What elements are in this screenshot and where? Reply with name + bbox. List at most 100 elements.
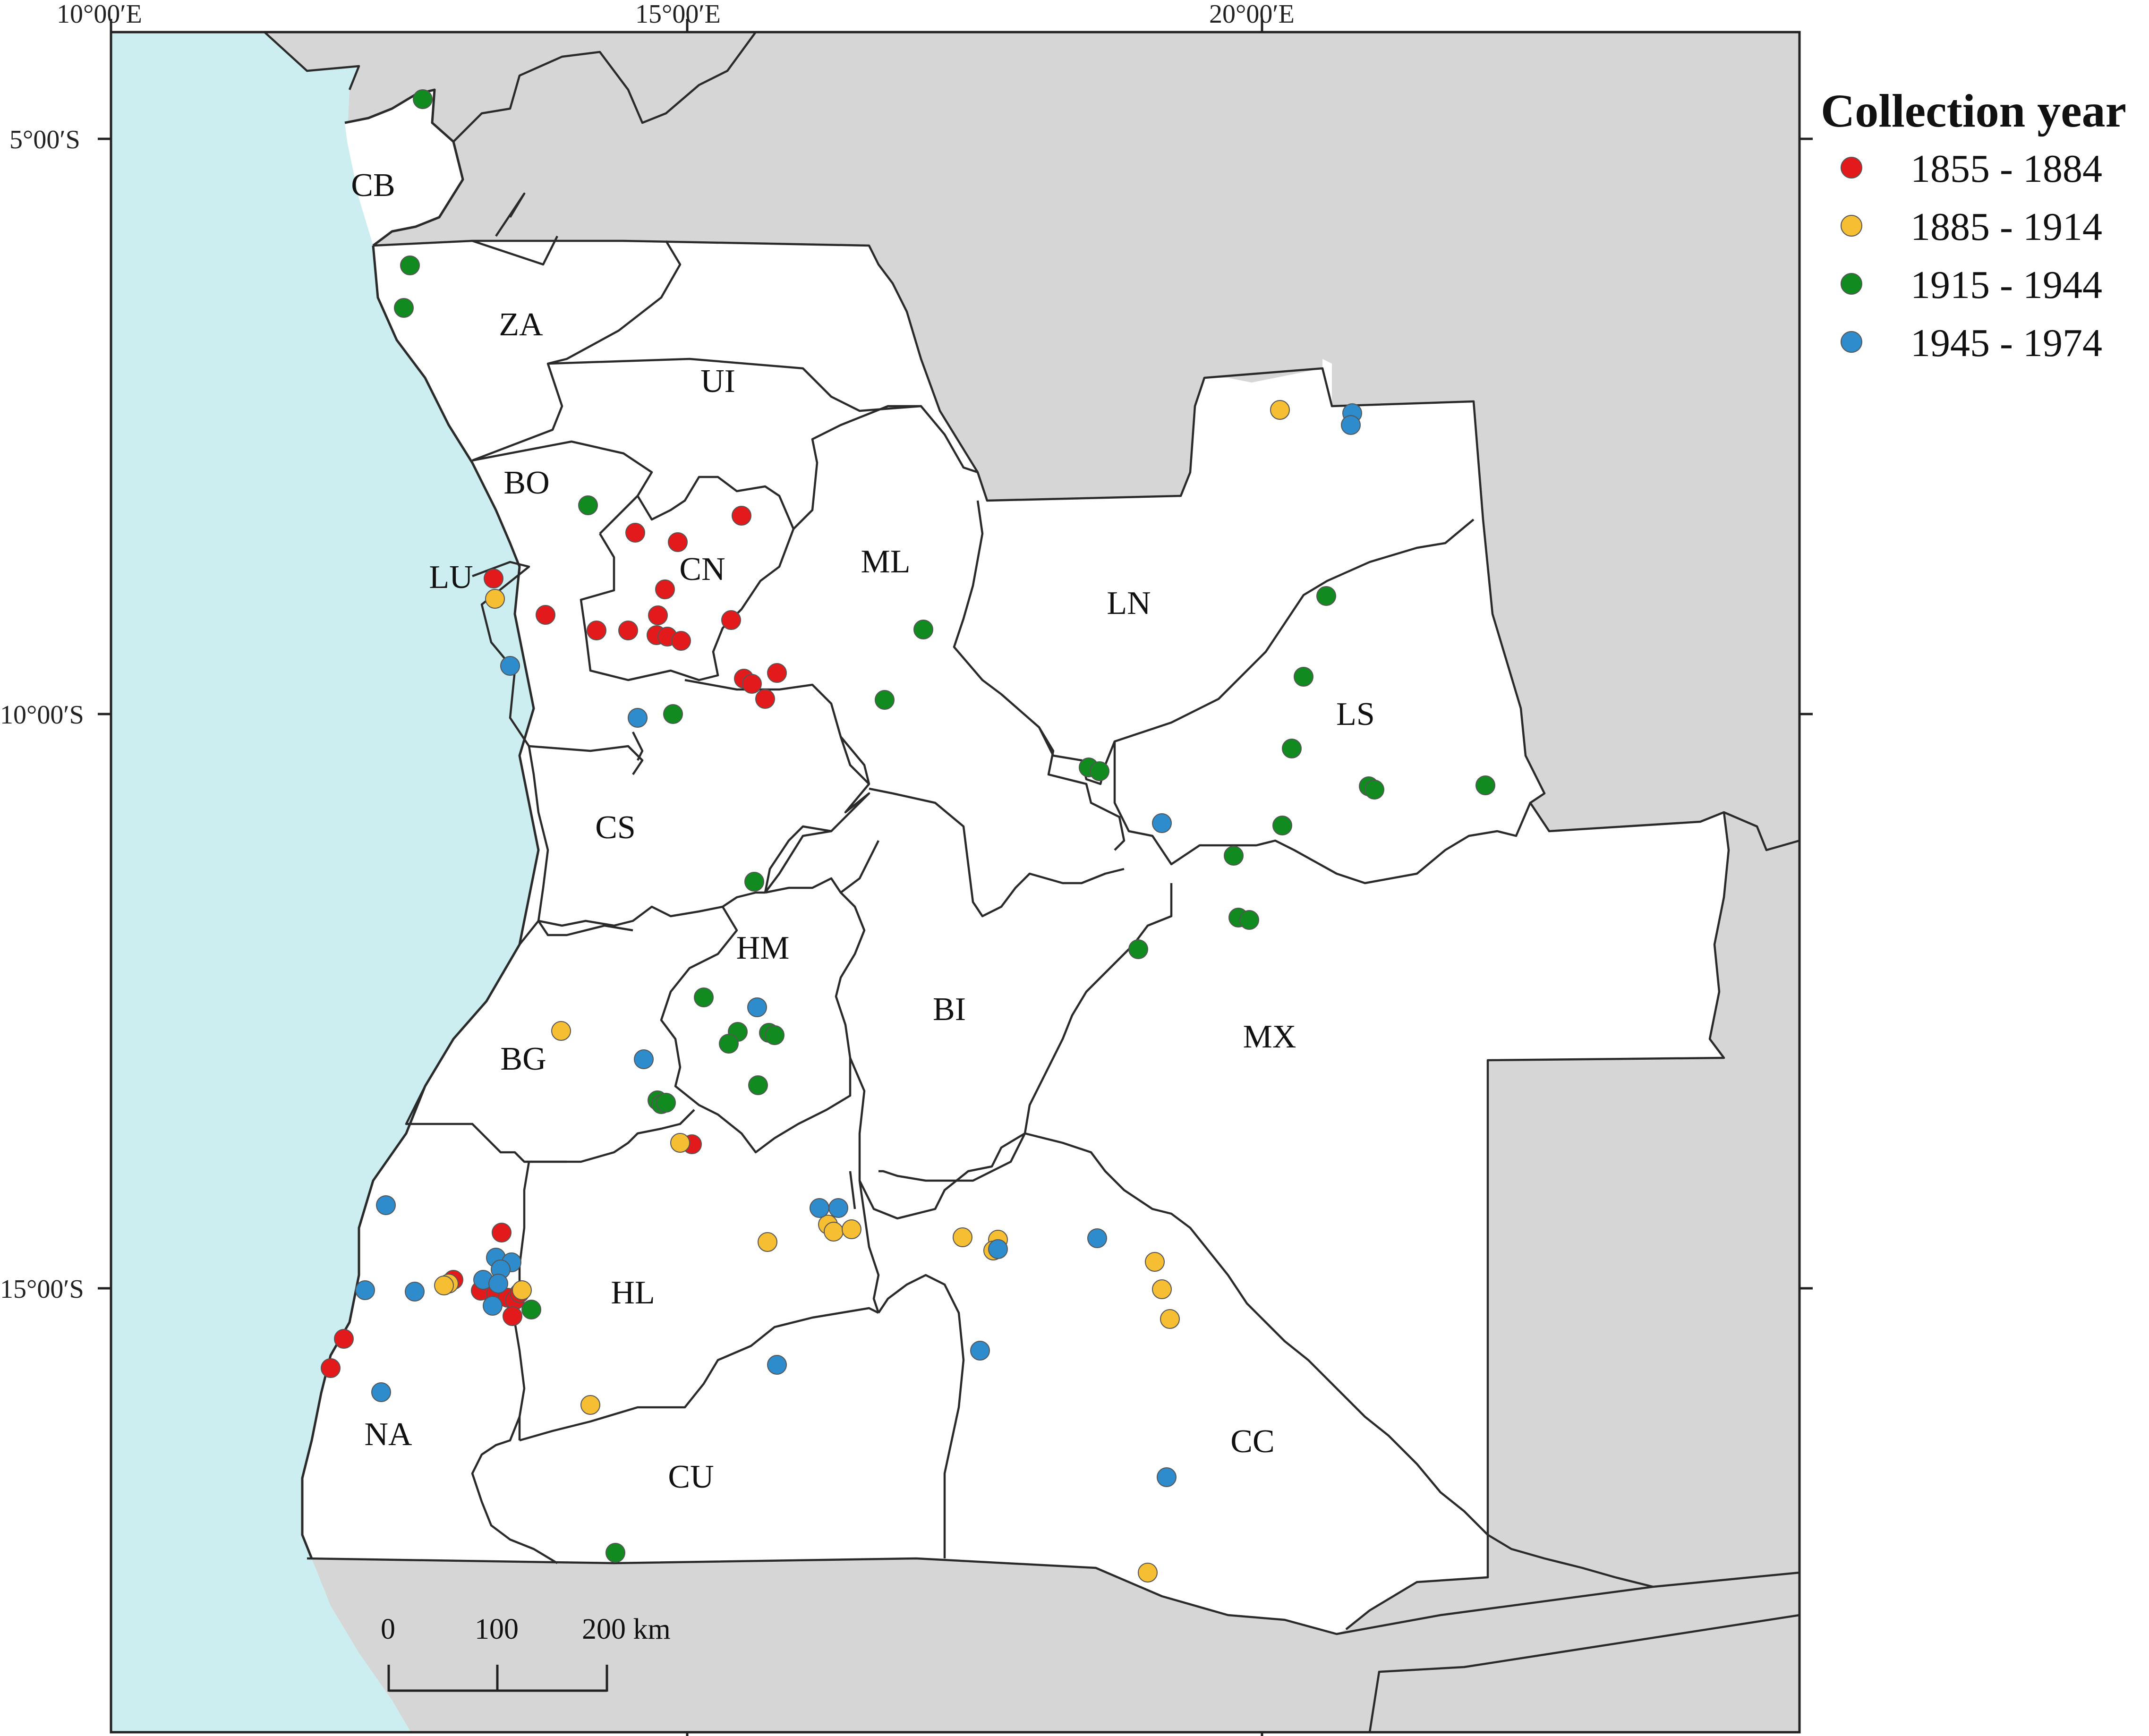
- legend-marker-1855-1884: [1841, 157, 1862, 179]
- point-1915-1944: [394, 298, 414, 318]
- region-label: ZA: [499, 306, 543, 343]
- scale-label-100: 100: [475, 1613, 519, 1645]
- point-1915-1944: [656, 1093, 676, 1113]
- point-1885-1914: [1160, 1309, 1180, 1329]
- lon-label-20: 20°00′E: [1209, 0, 1295, 29]
- collection-points: [321, 89, 1495, 1583]
- point-1855-1884: [503, 1306, 522, 1326]
- point-1915-1944: [1316, 586, 1336, 606]
- region-label: HL: [611, 1275, 655, 1311]
- region-label: BG: [500, 1041, 546, 1077]
- legend-label: 1915 - 1944: [1910, 263, 2102, 307]
- legend-label: 1885 - 1914: [1910, 205, 2102, 249]
- point-1855-1884: [625, 523, 645, 543]
- point-1915-1944: [663, 704, 683, 724]
- point-1945-1974: [634, 1049, 654, 1069]
- cabinda-land: [345, 90, 463, 246]
- point-1885-1914: [1152, 1279, 1172, 1299]
- lat-label-15: 15°00′S: [0, 1275, 84, 1304]
- point-1855-1884: [484, 569, 503, 588]
- point-1945-1974: [828, 1198, 848, 1218]
- point-1885-1914: [434, 1276, 454, 1295]
- lon-label-15: 15°00′E: [635, 0, 721, 29]
- point-1945-1974: [405, 1282, 425, 1302]
- point-1885-1914: [670, 1133, 690, 1153]
- region-label: ML: [861, 544, 911, 580]
- region-label: CB: [351, 167, 395, 204]
- point-1945-1974: [488, 1274, 508, 1293]
- point-1885-1914: [842, 1219, 861, 1239]
- point-1885-1914: [953, 1227, 972, 1247]
- region-label: LN: [1107, 585, 1151, 621]
- lon-label-10: 10°00′E: [57, 0, 142, 29]
- point-1855-1884: [755, 689, 775, 709]
- point-1945-1974: [970, 1341, 990, 1361]
- region-label: NA: [364, 1416, 412, 1453]
- point-1945-1974: [628, 708, 648, 728]
- point-1915-1944: [913, 620, 933, 639]
- point-1915-1944: [1475, 775, 1495, 795]
- point-1885-1914: [512, 1280, 532, 1300]
- point-1915-1944: [1224, 846, 1244, 866]
- point-1915-1944: [1294, 667, 1313, 687]
- point-1855-1884: [618, 621, 638, 640]
- region-label: MX: [1243, 1019, 1296, 1055]
- point-1855-1884: [732, 506, 751, 526]
- legend-label: 1855 - 1884: [1910, 147, 2102, 191]
- scale-label-0: 0: [381, 1613, 395, 1645]
- legend-label: 1945 - 1974: [1910, 321, 2102, 365]
- point-1945-1974: [1157, 1467, 1177, 1487]
- point-1945-1974: [747, 997, 767, 1017]
- point-1915-1944: [578, 495, 598, 515]
- point-1855-1884: [767, 663, 787, 683]
- point-1855-1884: [536, 605, 555, 625]
- region-label: BO: [503, 465, 549, 501]
- point-1855-1884: [668, 532, 688, 552]
- point-1945-1974: [1087, 1228, 1107, 1248]
- point-1855-1884: [671, 631, 691, 651]
- point-1945-1974: [767, 1355, 787, 1375]
- point-1945-1974: [1341, 415, 1361, 435]
- point-1885-1914: [551, 1021, 571, 1041]
- point-1945-1974: [483, 1296, 503, 1316]
- lat-label-5: 5°00′S: [9, 125, 80, 154]
- legend-title: Collection year: [1821, 85, 2126, 137]
- legend-marker-1915-1944: [1841, 273, 1862, 295]
- point-1915-1944: [1090, 761, 1109, 781]
- point-1915-1944: [1239, 910, 1259, 930]
- point-1915-1944: [719, 1034, 739, 1054]
- point-1855-1884: [587, 621, 606, 640]
- legend-marker-1885-1914: [1841, 215, 1862, 237]
- point-1945-1974: [371, 1382, 391, 1402]
- legend-marker-1945-1974: [1841, 331, 1862, 353]
- point-1885-1914: [824, 1222, 844, 1242]
- point-1885-1914: [485, 589, 505, 609]
- region-label: UI: [700, 363, 735, 400]
- lat-label-10: 10°00′S: [0, 700, 84, 730]
- point-1945-1974: [810, 1198, 829, 1218]
- scale-label-200: 200 km: [582, 1613, 671, 1645]
- point-1945-1974: [355, 1280, 375, 1300]
- point-1855-1884: [721, 610, 741, 630]
- point-1885-1914: [758, 1232, 777, 1252]
- point-1915-1944: [521, 1300, 541, 1319]
- point-1945-1974: [376, 1195, 396, 1215]
- point-1915-1944: [765, 1025, 785, 1045]
- point-1915-1944: [694, 987, 714, 1007]
- point-1885-1914: [1145, 1252, 1165, 1272]
- point-1915-1944: [413, 89, 433, 109]
- point-1885-1914: [580, 1395, 600, 1415]
- point-1915-1944: [400, 255, 420, 275]
- point-1855-1884: [321, 1358, 341, 1378]
- graticule-ticks: [98, 19, 1813, 1736]
- point-1945-1974: [500, 656, 520, 676]
- point-1915-1944: [1282, 739, 1302, 758]
- point-1915-1944: [605, 1543, 625, 1563]
- point-1855-1884: [655, 579, 675, 599]
- region-label: CS: [595, 809, 636, 846]
- point-1885-1914: [1138, 1563, 1158, 1583]
- point-1915-1944: [748, 1075, 768, 1095]
- point-1915-1944: [1364, 780, 1384, 800]
- point-1915-1944: [1272, 816, 1292, 835]
